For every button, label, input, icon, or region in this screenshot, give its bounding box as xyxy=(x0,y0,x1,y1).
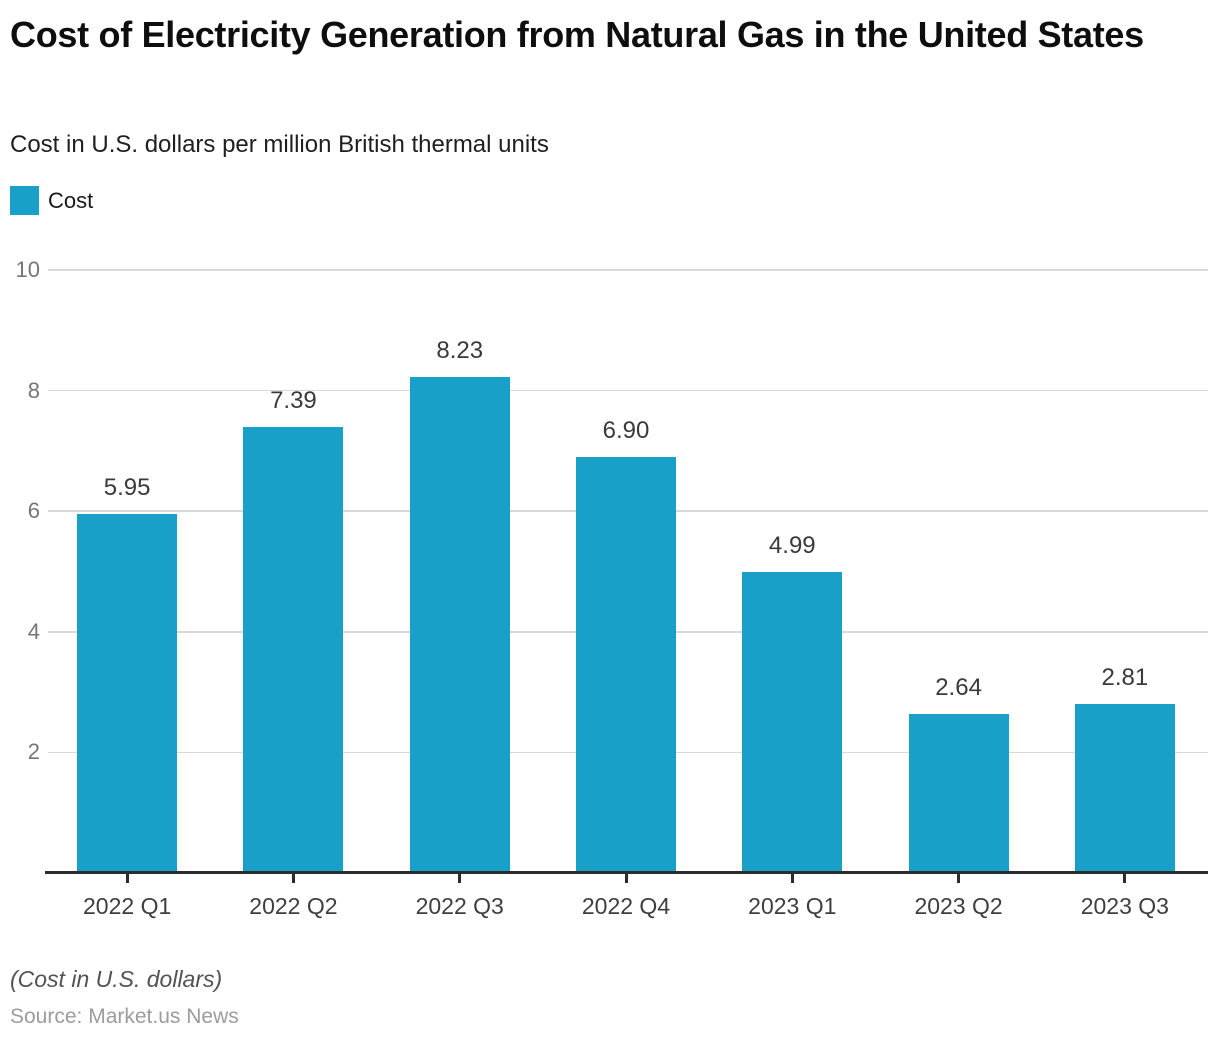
bar-2023-q2 xyxy=(908,713,1009,873)
x-axis-tick xyxy=(957,874,961,883)
bar-value-label: 7.39 xyxy=(270,387,317,415)
bar-value-label: 6.90 xyxy=(602,416,650,444)
source-credit: Source: Market.us News xyxy=(10,1005,239,1028)
bar-value-label: 2.81 xyxy=(1101,663,1149,691)
bar-value-label: 5.95 xyxy=(103,474,151,502)
legend: Cost xyxy=(10,186,93,215)
gridline-y10 xyxy=(48,269,1208,271)
bar-2023-q1 xyxy=(742,572,843,873)
y-axis-tick-label: 8 xyxy=(27,377,40,403)
x-axis-category-label: 2023 Q3 xyxy=(1080,893,1169,919)
gridline-y8 xyxy=(48,389,1208,392)
y-axis-tick-label: 4 xyxy=(27,618,40,644)
legend-label: Cost xyxy=(48,187,94,213)
bar-2022-q4 xyxy=(576,456,676,873)
bar-2022-q1 xyxy=(77,514,178,873)
bar-2023-q3 xyxy=(1074,703,1175,873)
x-axis-category-label: 2022 Q2 xyxy=(249,893,338,919)
y-axis-tick-label: 10 xyxy=(15,257,40,282)
x-axis-category-label: 2022 Q4 xyxy=(581,893,671,919)
axis-note: (Cost in U.S. dollars) xyxy=(10,966,223,992)
y-axis-tick-label: 2 xyxy=(27,739,40,765)
x-axis-category-label: 2022 Q3 xyxy=(415,893,504,919)
bar-value-label: 4.99 xyxy=(768,532,816,560)
legend-swatch-icon xyxy=(10,186,39,215)
x-axis-category-label: 2023 Q2 xyxy=(914,893,1003,919)
x-axis-category-label: 2023 Q1 xyxy=(748,893,837,919)
y-axis-tick-label: 6 xyxy=(27,498,40,524)
x-axis-tick xyxy=(291,874,295,883)
chart-subtitle: Cost in U.S. dollars per million British… xyxy=(10,131,549,158)
x-axis-tick xyxy=(624,874,628,883)
x-axis-category-label: 2022 Q1 xyxy=(83,893,172,919)
x-axis-line xyxy=(45,871,1208,874)
x-axis-tick xyxy=(1123,874,1127,883)
chart-title: Cost of Electricity Generation from Natu… xyxy=(10,14,1144,55)
bar-2022-q2 xyxy=(243,427,344,873)
bar-2022-q3 xyxy=(409,376,510,873)
x-axis-tick xyxy=(790,874,794,883)
x-axis-tick xyxy=(125,874,129,883)
bar-value-label: 8.23 xyxy=(436,336,484,364)
x-axis-tick xyxy=(458,874,462,883)
bar-value-label: 2.64 xyxy=(935,673,982,701)
bar-chart: 2 4 6 8 10 5.95 2022 Q1 7.39 2022 Q2 8.23 2022 Q3 6… xyxy=(0,257,1220,920)
plot-area: 2 4 6 8 10 5.95 2022 Q1 7.39 2022 Q2 8.23 2022 Q3 6… xyxy=(16,257,1208,919)
